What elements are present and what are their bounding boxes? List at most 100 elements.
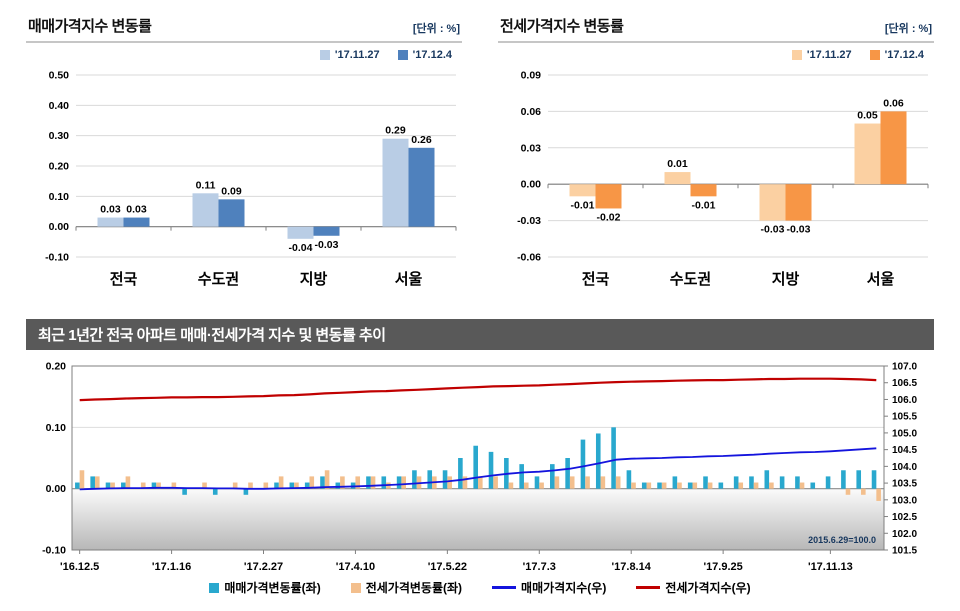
bar — [687, 482, 693, 489]
left-axis-label: 0.20 — [46, 361, 67, 373]
jeonse-chart-legend: '17.11.27 '17.12.4 — [791, 49, 924, 61]
legend-swatch-sale-1 — [397, 50, 408, 60]
bar — [615, 476, 621, 489]
value-label: 0.03 — [126, 204, 147, 216]
bar — [473, 445, 478, 489]
jeonse-chart-wrap: '17.11.27 '17.12.4 -0.06 -0.03 0.00 0.03 0.06… — [498, 45, 934, 297]
legend-item-trend-line-1: 전세가격지수(우) — [636, 579, 751, 596]
bar — [458, 458, 463, 489]
sale-chart-title: 매매가격지수 변동률 — [28, 18, 152, 35]
plot-border — [71, 365, 885, 551]
report-page: 매매가격지수 변동률 [단위 : %] '17.11.27 '17.12.4 -0… — [26, 10, 934, 596]
sale-chart-legend: '17.11.27 '17.12.4 — [319, 49, 452, 61]
bar — [600, 476, 606, 489]
bar — [759, 184, 786, 221]
bar — [294, 482, 299, 489]
bar — [554, 476, 560, 489]
value-label: 0.09 — [221, 185, 242, 197]
category-label: 서울 — [867, 271, 895, 288]
legend-swatch-jeonse-1 — [869, 50, 880, 60]
y-axis-label: 0.09 — [521, 70, 542, 82]
legend-label-jeonse-0: '17.11.27 — [806, 49, 852, 61]
jeonse-unit-label: [단위 : %] — [884, 23, 932, 35]
trend-title-bar: 최근 1년간 전국 아파트 매매·전세가격 지수 및 변동률 추이 — [26, 319, 934, 350]
y-axis-label: -0.06 — [517, 252, 541, 264]
y-axis-label: 0.40 — [49, 100, 70, 112]
category-label: 지방 — [772, 270, 800, 288]
x-axis-label: '17.5.22 — [428, 561, 467, 573]
x-axis-label: '17.1.16 — [152, 561, 191, 573]
bar — [641, 482, 647, 489]
right-axis-label: 106.5 — [892, 378, 917, 389]
y-axis-label: 0.30 — [49, 130, 70, 142]
bar — [764, 470, 770, 489]
bar — [690, 184, 717, 197]
bar — [182, 488, 187, 495]
bar — [313, 226, 340, 236]
value-label: 0.26 — [411, 134, 432, 146]
bar — [626, 470, 632, 489]
bar — [125, 476, 131, 489]
bar — [94, 476, 100, 489]
bar — [171, 482, 177, 489]
bar — [382, 138, 409, 227]
bar — [366, 476, 371, 489]
bar — [370, 476, 376, 489]
bar — [123, 217, 150, 227]
x-axis-label: '17.7.3 — [523, 561, 556, 573]
legend-label-sale-0: '17.11.27 — [334, 49, 380, 61]
sale-price-panel: 매매가격지수 변동률 [단위 : %] '17.11.27 '17.12.4 -0… — [26, 10, 462, 297]
bar — [646, 482, 652, 489]
bar — [692, 482, 698, 489]
bar — [749, 476, 754, 489]
bar — [151, 482, 157, 489]
x-axis-label: '17.9.25 — [703, 561, 742, 573]
legend-swatch-jeonse-0 — [791, 50, 802, 60]
y-axis-label: 0.10 — [49, 191, 70, 203]
bar — [408, 147, 435, 227]
bar — [75, 482, 80, 489]
baseline-annotation: 2015.6.29=100.0 — [808, 535, 876, 545]
legend-item-sale-0: '17.11.27 — [319, 49, 380, 61]
sale-panel-header: 매매가격지수 변동률 [단위 : %] — [26, 10, 462, 43]
bar — [401, 476, 406, 489]
bar — [396, 476, 402, 489]
left-axis-label: 0.10 — [46, 422, 67, 434]
bar — [218, 199, 245, 227]
legend-label-trend-line-1: 전세가격지수(우) — [665, 581, 751, 595]
legend-line-swatch-trend-line-1 — [636, 586, 661, 589]
left-axis-label: 0.00 — [46, 483, 67, 495]
bar — [340, 476, 345, 489]
y-axis-label: 0.00 — [521, 179, 542, 191]
bar — [718, 482, 724, 489]
sale-chart-wrap: '17.11.27 '17.12.4 -0.10 0.00 0.10 0.20 0.30 0… — [26, 45, 462, 297]
bar — [664, 172, 691, 185]
value-label: -0.04 — [289, 242, 313, 254]
bar — [703, 476, 708, 489]
legend-item-sale-1: '17.12.4 — [397, 49, 452, 61]
right-axis-label: 105.5 — [892, 412, 917, 423]
bar — [595, 433, 601, 489]
bar — [355, 476, 361, 489]
bar — [611, 427, 616, 489]
bar — [478, 476, 483, 489]
sale-bar-chart: -0.10 0.00 0.10 0.20 0.30 0.40 0.50 전국 0.03 0.03 수… — [45, 70, 457, 288]
value-label: -0.03 — [787, 224, 811, 236]
bar — [508, 482, 514, 489]
bar — [140, 482, 146, 489]
legend-item-jeonse-0: '17.11.27 — [791, 49, 852, 61]
right-axis-label: 104.0 — [892, 462, 917, 473]
jeonse-chart-title: 전세가격지수 변동률 — [500, 18, 624, 35]
bar — [412, 470, 417, 489]
bar — [550, 464, 555, 489]
bar — [274, 482, 279, 489]
x-axis-label: '17.4.10 — [336, 561, 375, 573]
bar — [810, 482, 816, 489]
bar — [677, 482, 682, 489]
bar — [110, 482, 115, 489]
category-label: 전국 — [110, 271, 138, 288]
bar — [324, 470, 330, 489]
bar — [462, 476, 468, 489]
right-axis-label: 106.0 — [892, 395, 917, 406]
value-label: 0.11 — [196, 179, 216, 191]
